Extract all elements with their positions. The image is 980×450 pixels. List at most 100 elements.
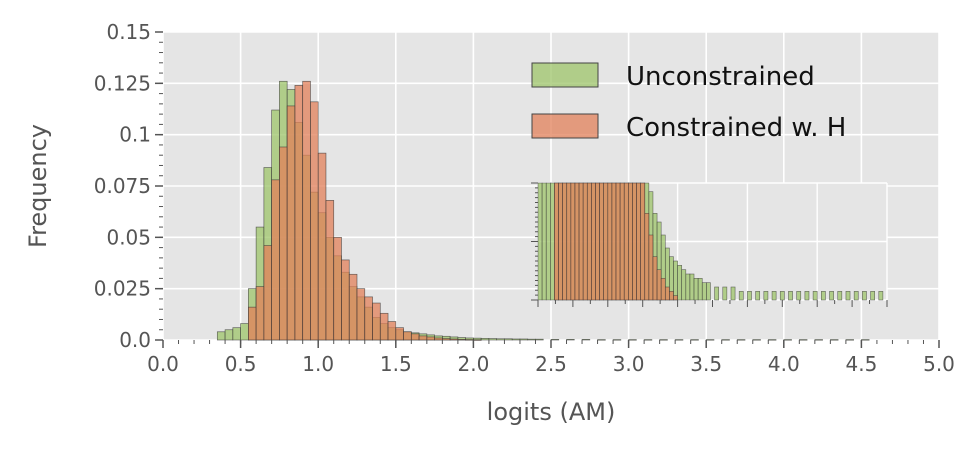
legend: Unconstrained Constrained w. H [531,62,846,143]
inset-bar [550,182,555,301]
inset-bar [714,286,719,301]
histogram-bar [814,339,823,341]
legend-label-unconstrained: Unconstrained [626,62,815,92]
histogram-bar [449,338,459,341]
histogram-bar [341,259,350,341]
histogram-bar [721,339,730,341]
x-tick-label: 4.0 [768,352,800,376]
inset-bar [722,286,728,301]
inset-bar [669,291,674,301]
legend-swatch-constrained [531,113,599,139]
inset-bar [664,286,670,301]
inset-bar [706,282,711,301]
inset-bar [697,278,703,301]
histogram-bar [395,327,404,341]
inset-bar [763,291,769,301]
x-tick-label: 1.5 [380,352,412,376]
inset-bar [747,291,752,301]
histogram-bar [519,338,529,341]
histogram-bar [566,339,575,341]
y-axis-title: Frequency [24,124,52,248]
histogram-bar [224,329,234,341]
y-tick-label: 0.05 [106,225,151,249]
inset-bar [603,182,609,301]
x-tick-label: 3.5 [690,352,722,376]
histogram-bar [302,80,311,341]
histogram-bar [511,338,521,341]
histogram-bar [232,327,241,341]
x-axis-title: logits (AM) [487,398,616,426]
histogram-bar [535,338,544,341]
inset-bar [837,291,843,301]
inset-bar [558,182,563,301]
histogram-bar [379,312,389,341]
inset-bar [591,182,596,301]
inset-bar [862,291,867,301]
histogram-bar [752,339,761,341]
histogram-bar [736,339,746,341]
histogram-bar [356,288,366,341]
y-tick-label: 0.1 [119,123,151,147]
inset-bar [644,213,650,301]
histogram-bar [488,338,498,341]
histogram-bar [861,339,870,341]
histogram-bar [216,331,226,341]
histogram-bar [348,273,358,341]
inset-bar [673,295,678,301]
x-tick-label: 4.5 [845,352,877,376]
inset-bar [730,286,736,301]
histogram-bar [403,331,412,341]
histogram-bar [659,339,668,341]
histogram-bar [240,323,249,341]
inset-bar [821,291,826,301]
x-tick-label: 3.0 [613,352,645,376]
histogram-bar [255,286,265,341]
histogram-bar [783,339,792,341]
inset-bar [685,273,691,301]
histogram-bar [333,236,342,341]
inset-bar [537,182,543,301]
y-tick-label: 0.15 [106,20,151,44]
y-tick-label: 0.125 [94,71,151,95]
histogram-bar [550,339,560,341]
histogram-bar [325,200,335,341]
histogram-bars [216,80,870,341]
histogram-bar [798,339,808,341]
histogram-bar [271,179,280,341]
histogram-bar [628,339,637,341]
inset-bar [611,182,617,301]
histogram-bar [690,339,699,341]
inset-bar [845,291,851,301]
y-tick-label: 0.0 [119,328,151,352]
x-tick-label: 0.0 [147,352,179,376]
histogram-bar [364,296,373,341]
histogram-bar [418,335,428,341]
inset-bar [562,182,568,301]
inset-bar [541,182,547,301]
inset-bar [689,273,695,301]
inset-bar [599,182,604,301]
inset-bar [788,291,793,301]
histogram-bar [434,337,443,341]
x-tick-label: 1.0 [302,352,334,376]
histogram-bar [830,339,839,341]
inset-bar [870,291,875,301]
histogram-bar [480,338,490,341]
axes: 0.0 0.5 1.0 1.5 2.0 2.5 3.0 3.5 4.0 4.5 5.0 0.0 0.02… [94,20,955,376]
series-constrained [248,80,482,341]
inset-bar [574,182,580,301]
histogram-bar [310,101,319,341]
inset-bar [623,182,629,301]
inset-bar [652,256,658,301]
inset-bar [673,260,678,301]
inset-bar [693,278,699,301]
histogram-bar [581,339,591,341]
histogram-bar [504,338,513,341]
y-tick-label: 0.075 [94,174,151,198]
histogram-bar [845,339,854,341]
inset-bar [755,291,761,301]
inset-bar [804,291,810,301]
histogram-bar [372,302,381,341]
histogram-bar [442,338,451,341]
inset-bar [554,182,559,301]
